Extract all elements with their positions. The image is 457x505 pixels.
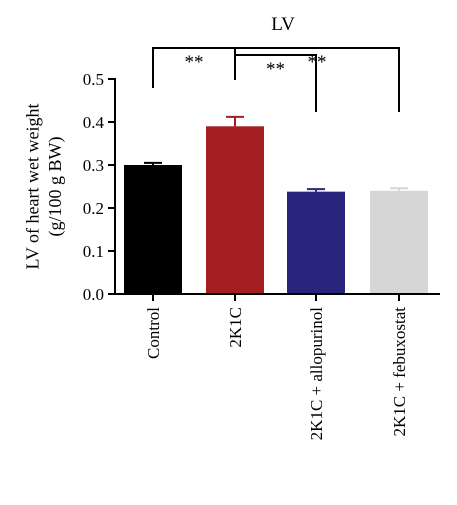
bar-3: [370, 190, 428, 294]
significance-bracket-2: [234, 47, 400, 112]
significance-label-1: **: [266, 59, 285, 80]
y-axis-title-line-1: (g/100 g BW): [45, 137, 66, 237]
bars-group: [124, 115, 428, 294]
y-axis-title-line-0: LV of heart wet weight: [22, 104, 42, 270]
x-axis: Control 2K1C 2K1C + allopurinol 2K1C + febu…: [114, 293, 440, 441]
y-tick-label-1: 0.1: [83, 242, 104, 261]
x-tick-label-2: 2K1C + allopurinol: [307, 307, 326, 441]
y-axis-label: LV of heart wet weight (g/100 g BW): [22, 104, 66, 270]
chart-title: LV: [271, 14, 295, 35]
significance-label-2: **: [308, 52, 327, 73]
bar-0: [124, 165, 182, 294]
significance-label-0: **: [185, 52, 204, 73]
y-tick-label-4: 0.4: [83, 113, 105, 132]
significance-brackets: ** ** **: [152, 47, 400, 112]
y-tick-label-3: 0.3: [83, 156, 104, 175]
y-axis-title: LV of heart wet weight (g/100 g BW): [22, 104, 66, 270]
x-tick-label-1: 2K1C: [226, 307, 245, 348]
y-tick-label-5: 0.5: [83, 70, 104, 89]
y-tick-label-0: 0.0: [83, 285, 104, 304]
x-tick-label-0: Control: [144, 307, 163, 359]
bar-2: [287, 191, 345, 294]
y-axis: 0.0 0.1 0.2 0.3 0.4 0.5: [83, 70, 116, 304]
bar-1: [206, 126, 264, 294]
x-tick-label-3: 2K1C + febuxostat: [390, 307, 409, 437]
y-tick-label-2: 0.2: [83, 199, 104, 218]
